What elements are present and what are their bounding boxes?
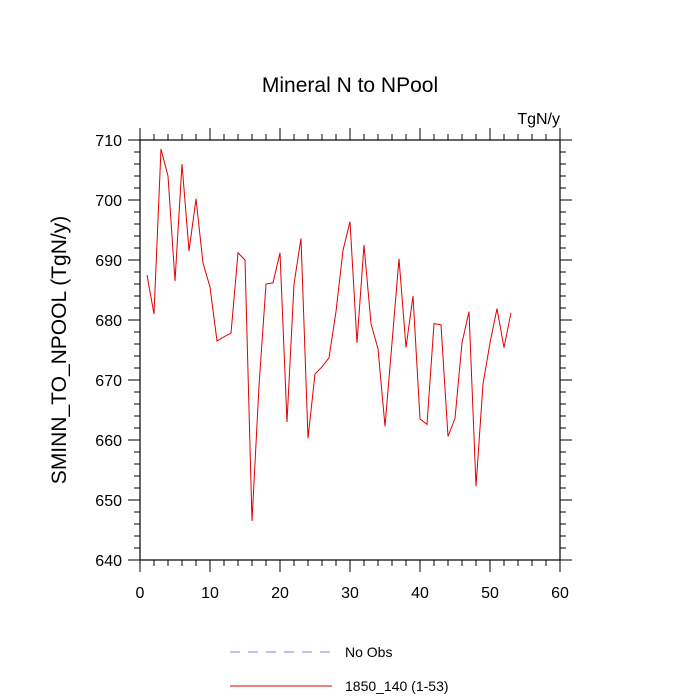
series-line-1850-140 [146,148,512,522]
legend: No Obs 1850_140 (1-53) [230,644,449,694]
legend-label-2: 1850_140 (1-53) [345,678,449,694]
chart-title: Mineral N to NPool [262,74,438,97]
plot-frame [139,139,561,561]
y-axis-label: SMINN_TO_NPOOL (TgN/y) [48,216,71,484]
axis-tick-labels: 0 10 20 30 40 50 60 640 650 660 670 680 690 700 710 [95,133,569,602]
units-label: TgN/y [517,111,560,128]
y-tick-label: 680 [95,313,122,330]
x-tick-label: 60 [551,585,569,602]
y-tick-label: 690 [95,253,122,270]
y-tick-label: 700 [95,193,122,210]
x-tick-label: 10 [201,585,219,602]
y-tick-label: 670 [95,373,122,390]
axis-ticks [128,128,572,572]
x-tick-label: 20 [271,585,289,602]
legend-label-1: No Obs [345,644,392,660]
x-tick-label: 30 [341,585,359,602]
y-tick-label: 660 [95,433,122,450]
y-tick-label: 650 [95,493,122,510]
x-tick-label: 50 [481,585,499,602]
y-tick-label: 710 [95,133,122,150]
y-tick-label: 640 [95,553,122,570]
x-tick-label: 40 [411,585,429,602]
x-tick-label: 0 [136,585,145,602]
series-layer [146,148,512,522]
